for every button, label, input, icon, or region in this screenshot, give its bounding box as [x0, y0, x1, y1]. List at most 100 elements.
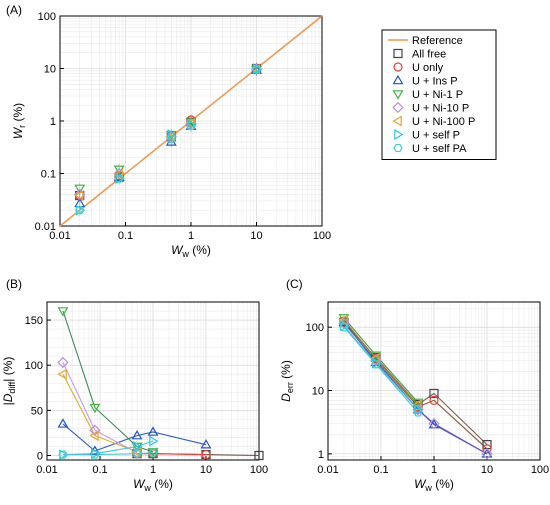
panel-c: 0.01 0.1 1 10 100 1 10 100 Ww (%) Derr (%) (C)	[279, 277, 549, 493]
legend-label-u-self-pa: U + self PA	[412, 143, 467, 155]
legend-box	[381, 29, 497, 160]
point-u-ins-p	[200, 439, 212, 449]
point-u-only	[429, 395, 439, 405]
point-u-self-p	[252, 63, 263, 75]
point-u-self-p	[75, 204, 86, 216]
point-u-ins-p	[481, 448, 493, 458]
panel-label: (C)	[286, 277, 303, 291]
point-u-self-pa	[371, 360, 381, 369]
point-u-ni-100-p	[57, 368, 67, 380]
grid	[327, 302, 540, 461]
point-u-ni-10-p	[89, 424, 101, 436]
x-tick-label: 10	[250, 230, 262, 242]
point-u-self-pa	[114, 174, 124, 183]
y-tick-label: 100	[38, 11, 56, 23]
y-tick-label: 10	[312, 386, 324, 398]
point-u-ni-100-p	[74, 190, 84, 202]
x-tick-label: 10	[481, 464, 493, 476]
point-u-self-pa	[148, 448, 158, 457]
y-tick-label: 10	[44, 64, 56, 76]
panel-label: (A)	[6, 3, 22, 17]
point-u-self-p	[414, 404, 424, 416]
x-tick-label: 1	[188, 230, 194, 242]
legend-label-u-ni-10-p: U + Ni-10 P	[412, 103, 469, 115]
point-u-self-pa	[251, 64, 262, 74]
x-tick-label: 10	[200, 464, 212, 476]
y-tick-label: 1	[318, 449, 324, 461]
point-u-self-p	[59, 449, 69, 461]
point-u-self-pa	[186, 122, 196, 131]
legend-swatch-u-ni-10-p	[392, 101, 404, 114]
point-all-free	[429, 388, 439, 399]
point-u-ni-10-p	[57, 356, 69, 369]
panel-b: 0.01 0.1 1 10 100 0 50 100 150 Ww (%) |Ddiff| (%) (…	[1, 277, 268, 493]
y-axis-label: Wr (%)	[11, 103, 27, 139]
point-u-ni-10-p	[481, 448, 493, 460]
point-u-self-pa	[132, 449, 142, 458]
legend-swatch-u-ni-100-p	[392, 115, 402, 127]
x-tick-label: 100	[531, 464, 549, 476]
legend-label-u-ni-1-p: U + Ni-1 P	[412, 89, 463, 101]
x-tick-label: 1	[150, 464, 156, 476]
point-u-ni-1-p	[147, 448, 159, 458]
line-u-self-pa	[63, 452, 154, 456]
legend-label-all-free: All free	[412, 49, 446, 61]
legend-swatch-u-ins-p	[392, 74, 404, 85]
point-u-ni-100-p	[89, 430, 99, 442]
y-axis-label: Derr (%)	[279, 360, 295, 402]
point-u-self-p	[149, 435, 159, 447]
point-u-self-pa	[75, 206, 85, 215]
point-u-only	[482, 444, 492, 454]
point-u-self-pa	[58, 450, 68, 459]
point-u-ni-100-p	[113, 169, 123, 181]
y-tick-label: 0.1	[41, 169, 56, 181]
y-axis-label: |Ddiff| (%)	[1, 357, 17, 406]
legend-label-u-ins-p: U + Ins P	[412, 76, 458, 88]
point-u-self-p	[133, 441, 143, 452]
point-u-self-pa	[90, 450, 100, 459]
y-tick-label: 100	[306, 322, 324, 334]
point-u-only	[413, 402, 423, 412]
x-tick-label: 0.1	[118, 230, 133, 242]
legend-swatch-all-free	[393, 48, 403, 59]
x-axis-label: Ww (%)	[171, 243, 211, 259]
panel-a: 0.01 0.1 1 10 100 0.01 0.1 1 10 100 Ww (%) Wr (%) (A…	[6, 3, 331, 259]
legend-label-u-self-p: U + self P	[412, 130, 460, 142]
point-u-self-p	[167, 129, 177, 141]
panel-label: (B)	[6, 277, 22, 291]
point-u-ni-1-p	[74, 184, 86, 195]
legend-swatch-u-only	[393, 62, 403, 72]
line-u-ni-1-p	[62, 310, 154, 453]
y-tick-label: 150	[25, 315, 43, 327]
point-u-only	[201, 449, 211, 460]
point-u-ni-1-p	[370, 351, 382, 361]
line-u-only	[152, 453, 207, 456]
grid	[59, 16, 322, 227]
line-u-ins-p	[62, 423, 207, 452]
y-tick-label: 0	[37, 450, 43, 462]
legend-swatch-u-ni-1-p	[392, 90, 404, 100]
point-u-ins-p	[57, 418, 69, 428]
x-tick-label: 0.01	[49, 230, 70, 242]
y-tick-label: 50	[31, 405, 43, 417]
point-u-ins-p	[147, 426, 159, 436]
legend-label-u-ni-100-p: U + Ni-100 P	[412, 116, 475, 128]
point-u-ni-1-p	[113, 165, 125, 175]
y-tick-label: 0.01	[35, 221, 56, 233]
x-tick-label: 0.01	[36, 464, 57, 476]
x-tick-label: 100	[250, 464, 268, 476]
x-tick-label: 0.01	[317, 464, 338, 476]
x-tick-label: 1	[431, 464, 437, 476]
point-u-ins-p	[131, 430, 143, 440]
point-u-self-pa	[413, 408, 423, 417]
legend-swatch-u-self-p	[394, 129, 404, 140]
x-axis-label: Ww (%)	[414, 477, 454, 493]
point-all-free	[254, 450, 264, 461]
point-u-self-p	[115, 173, 125, 185]
point-u-ni-10-p	[428, 417, 440, 430]
point-u-self-pa	[339, 323, 349, 332]
point-u-ni-1-p	[89, 403, 101, 414]
x-axis-label: Ww (%)	[133, 477, 173, 493]
